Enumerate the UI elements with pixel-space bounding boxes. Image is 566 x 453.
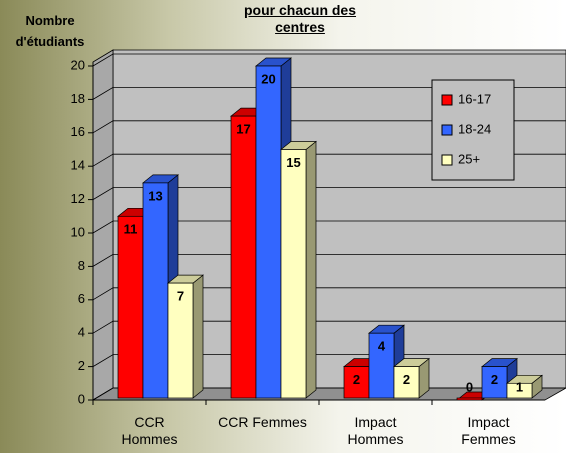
value-label: 13: [148, 188, 162, 203]
value-label: 20: [261, 71, 275, 86]
bar-front: [255, 65, 282, 399]
y-tick-label: 10: [71, 224, 85, 239]
legend-swatch: [441, 124, 453, 136]
bar-front: [167, 282, 194, 399]
legend-label: 18-24: [458, 121, 491, 136]
value-label: 17: [236, 122, 250, 137]
grid-line: [92, 320, 566, 334]
y-tick-label: 14: [71, 158, 85, 173]
grid-line: [92, 53, 566, 67]
grid-line: [92, 287, 566, 301]
x-tick-label: CCR Femmes: [218, 414, 307, 430]
x-tick-label: CCR Hommes: [121, 414, 178, 447]
bar-front: [456, 397, 483, 401]
bar-front: [117, 215, 144, 399]
legend-swatch: [441, 154, 453, 166]
grid-line: [92, 187, 566, 200]
y-tick-label: 0: [78, 391, 85, 406]
legend-label: 16-17: [458, 91, 491, 106]
bar-front: [481, 366, 508, 399]
legend-swatch: [441, 94, 453, 106]
value-label: 4: [378, 339, 386, 354]
y-tick-label: 6: [78, 291, 85, 306]
grid-line: [92, 87, 566, 100]
value-label: 0: [466, 379, 473, 394]
value-label: 11: [124, 222, 138, 237]
value-label: 15: [286, 155, 300, 170]
bar: [280, 140, 317, 399]
bar-front: [506, 382, 533, 399]
y-tick-label: 16: [71, 124, 85, 139]
bar: [393, 357, 430, 399]
bar-side: [305, 140, 317, 399]
x-tick-label: Impact Femmes: [461, 414, 516, 447]
bar-front: [393, 366, 420, 399]
grid-line: [92, 253, 566, 267]
bar-side: [192, 274, 204, 399]
y-tick-label: 2: [78, 358, 85, 373]
y-tick-label: 12: [71, 191, 85, 206]
bar: [506, 374, 543, 399]
bar-front: [142, 182, 169, 399]
legend-label: 25+: [458, 151, 480, 166]
bar-front: [280, 149, 307, 399]
value-label: 2: [353, 372, 360, 387]
chart-title: pour chacun des centres: [243, 2, 357, 35]
y-tick-label: 18: [71, 91, 85, 106]
grid-line: [92, 220, 566, 234]
value-label: 2: [403, 372, 410, 387]
value-label: 1: [516, 379, 523, 394]
y-tick-label: 20: [71, 57, 85, 72]
x-tick-label: Impact Hommes: [347, 414, 404, 447]
grid-line: [92, 354, 566, 367]
y-axis-label: Nombre d'étudiants: [15, 13, 85, 49]
bar-front: [230, 115, 257, 399]
bar-front: [368, 332, 395, 399]
bar: [167, 274, 204, 399]
y-tick-label: 4: [78, 325, 85, 340]
grid-line: [92, 153, 566, 167]
value-label: 2: [491, 372, 498, 387]
side-wall: [92, 49, 114, 401]
grid-line: [92, 120, 566, 134]
y-tick-label: 8: [78, 258, 85, 273]
value-label: 7: [177, 289, 184, 304]
